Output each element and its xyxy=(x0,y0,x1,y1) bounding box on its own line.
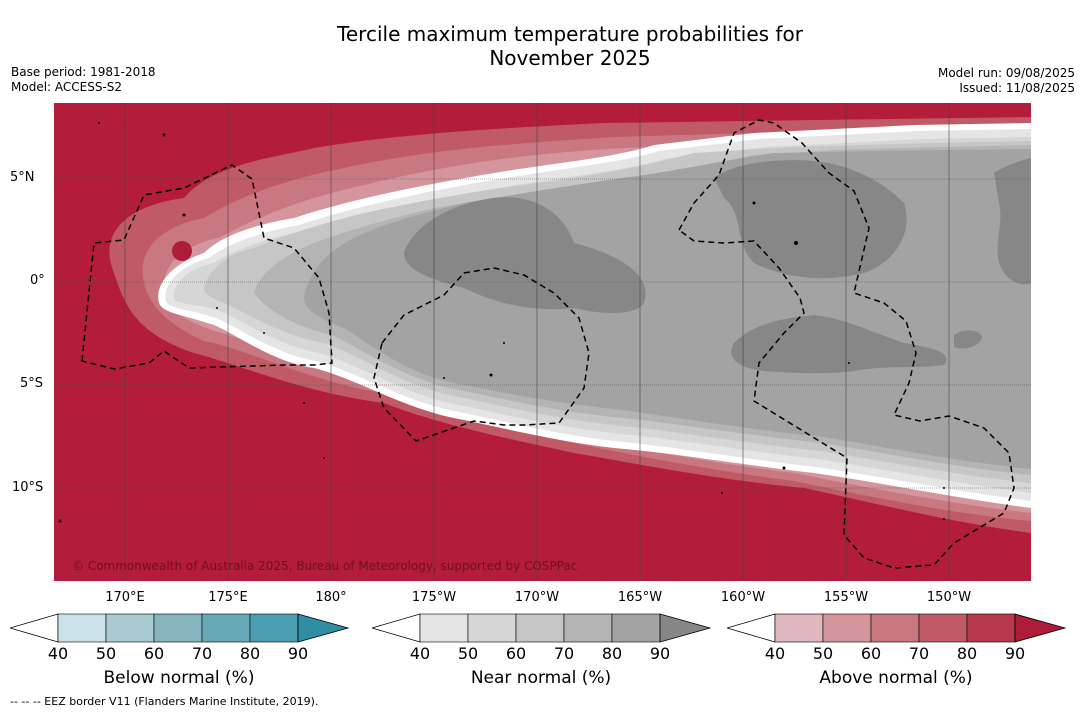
title-line-1: Tercile maximum temperature probabilitie… xyxy=(337,22,803,46)
info-right: Model run: 09/08/2025 Issued: 11/08/2025 xyxy=(938,66,1075,96)
lon-label-170e: 170°E xyxy=(105,590,145,605)
cb2-tick: 90 xyxy=(649,644,671,663)
cb1-tick: 60 xyxy=(143,644,165,663)
cb2-tick: 70 xyxy=(553,644,575,663)
model-name: Model: ACCESS-S2 xyxy=(11,80,123,94)
lon-label-155w: 155°W xyxy=(823,590,869,605)
cb1-tick: 50 xyxy=(95,644,117,663)
lat-label-5s: 5°S xyxy=(20,376,44,391)
cb3-tick: 80 xyxy=(956,644,978,663)
base-period: Base period: 1981-2018 xyxy=(11,65,156,79)
probability-map xyxy=(54,103,1031,581)
map-title: Tercile maximum temperature probabilitie… xyxy=(0,22,1085,70)
near-normal-label: Near normal (%) xyxy=(470,668,612,688)
cb1-tick: 80 xyxy=(239,644,261,663)
cb3-tick: 70 xyxy=(908,644,930,663)
lon-label-180: 180° xyxy=(315,590,347,605)
cb3-tick: 50 xyxy=(812,644,834,663)
issued-date: Issued: 11/08/2025 xyxy=(959,81,1075,95)
cb2-tick: 40 xyxy=(409,644,431,663)
lon-label-150w: 150°W xyxy=(926,590,972,605)
info-left: Base period: 1981-2018 Model: ACCESS-S2 xyxy=(11,65,156,95)
copyright-credit: © Commonwealth of Australia 2025, Bureau… xyxy=(72,559,578,573)
cb3-tick: 90 xyxy=(1004,644,1026,663)
cb3-tick: 60 xyxy=(860,644,882,663)
cb3-tick: 40 xyxy=(764,644,786,663)
lat-label-10s: 10°S xyxy=(12,480,44,495)
below-normal-colorbar xyxy=(10,613,350,643)
cb1-tick: 70 xyxy=(191,644,213,663)
lon-label-160w: 160°W xyxy=(720,590,766,605)
cb2-tick: 60 xyxy=(505,644,527,663)
lat-label-5n: 5°N xyxy=(10,170,35,185)
cb1-tick: 40 xyxy=(47,644,69,663)
above-normal-colorbar xyxy=(727,613,1067,643)
lon-label-175w: 175°W xyxy=(411,590,457,605)
lat-label-0: 0° xyxy=(30,273,45,288)
lon-label-175e: 175°E xyxy=(208,590,248,605)
title-line-2: November 2025 xyxy=(489,46,651,70)
model-run: Model run: 09/08/2025 xyxy=(937,66,1075,80)
lon-label-165w: 165°W xyxy=(617,590,663,605)
near-normal-colorbar xyxy=(372,613,712,643)
cb1-tick: 90 xyxy=(287,644,309,663)
eez-footnote: -- -- -- EEZ border V11 (Flanders Marine… xyxy=(10,695,319,708)
below-normal-label: Below normal (%) xyxy=(103,668,255,688)
cb2-tick: 50 xyxy=(457,644,479,663)
above-normal-label: Above normal (%) xyxy=(819,668,973,688)
lon-label-170w: 170°W xyxy=(514,590,560,605)
cb2-tick: 80 xyxy=(601,644,623,663)
